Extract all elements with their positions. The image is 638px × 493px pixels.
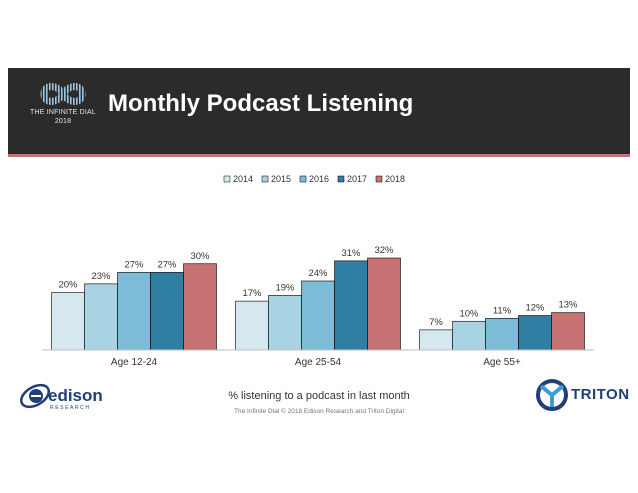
legend-swatch-2017: [337, 175, 345, 183]
bar-2016-age-12-24: [117, 272, 151, 351]
data-label: 31%: [341, 248, 361, 259]
banner-accent-line: [8, 154, 630, 157]
data-label: 24%: [308, 268, 328, 279]
title-banner: [8, 68, 630, 154]
logo-text-line1: THE INFINITE DIAL: [29, 109, 97, 116]
legend-label-2017: 2017: [347, 174, 367, 184]
triton-mark-icon: [536, 379, 568, 411]
data-label: 7%: [429, 317, 443, 328]
edison-mark-icon: [20, 383, 50, 409]
bar-2018-age-55-: [551, 312, 585, 351]
data-label: 17%: [242, 288, 262, 299]
edison-subtext: RESEARCH: [50, 405, 91, 411]
infinity-icon: [40, 83, 86, 105]
chart-caption: % listening to a podcast in last month: [228, 390, 410, 402]
category-label: Age 55+: [483, 357, 521, 368]
edison-wordmark: edison: [48, 386, 103, 405]
logo-text-line2: 2018: [54, 118, 72, 125]
data-label: 10%: [459, 308, 479, 319]
bar-2014-age-12-24: [51, 292, 85, 351]
data-label: 27%: [124, 259, 144, 270]
legend-label-2018: 2018: [385, 174, 405, 184]
edison-logo: edison RESEARCH: [18, 376, 108, 416]
bar-2018-age-25-54: [367, 257, 401, 351]
legend-label-2014: 2014: [233, 174, 253, 184]
category-label: Age 12-24: [111, 357, 158, 368]
data-label: 23%: [91, 271, 111, 282]
bar-2015-age-55-: [452, 320, 486, 351]
bar-2017-age-12-24: [150, 272, 184, 351]
data-label: 11%: [493, 305, 512, 316]
bar-2017-age-25-54: [334, 260, 368, 351]
page-title: Monthly Podcast Listening: [108, 90, 414, 117]
bar-2015-age-25-54: [268, 295, 302, 351]
bar-2018-age-12-24: [183, 263, 217, 351]
legend-swatch-2018: [375, 175, 383, 183]
bar-2016-age-25-54: [301, 280, 335, 351]
bar-2016-age-55-: [485, 318, 519, 351]
bar-2014-age-55-: [419, 329, 453, 351]
legend-label-2016: 2016: [309, 174, 329, 184]
data-label: 12%: [525, 303, 545, 314]
category-label: Age 25-54: [295, 357, 342, 368]
data-label: 13%: [558, 300, 578, 311]
legend-swatch-2015: [261, 175, 269, 183]
data-label: 32%: [374, 245, 394, 256]
data-label: 19%: [275, 282, 295, 293]
data-label: 27%: [157, 259, 177, 270]
legend-swatch-2016: [299, 175, 307, 183]
data-label: 20%: [58, 280, 78, 291]
bar-2015-age-12-24: [84, 283, 118, 351]
triton-logo: TRITON: [535, 376, 629, 416]
bar-2014-age-25-54: [235, 300, 269, 351]
legend-label-2015: 2015: [271, 174, 291, 184]
triton-wordmark: TRITON: [571, 386, 630, 403]
bar-2017-age-55-: [518, 315, 552, 351]
data-label: 30%: [190, 251, 210, 262]
copyright-text: The Infinite Dial © 2018 Edison Research…: [234, 408, 404, 415]
legend-swatch-2014: [223, 175, 231, 183]
infinite-dial-logo: THE INFINITE DIAL 2018: [28, 80, 98, 140]
